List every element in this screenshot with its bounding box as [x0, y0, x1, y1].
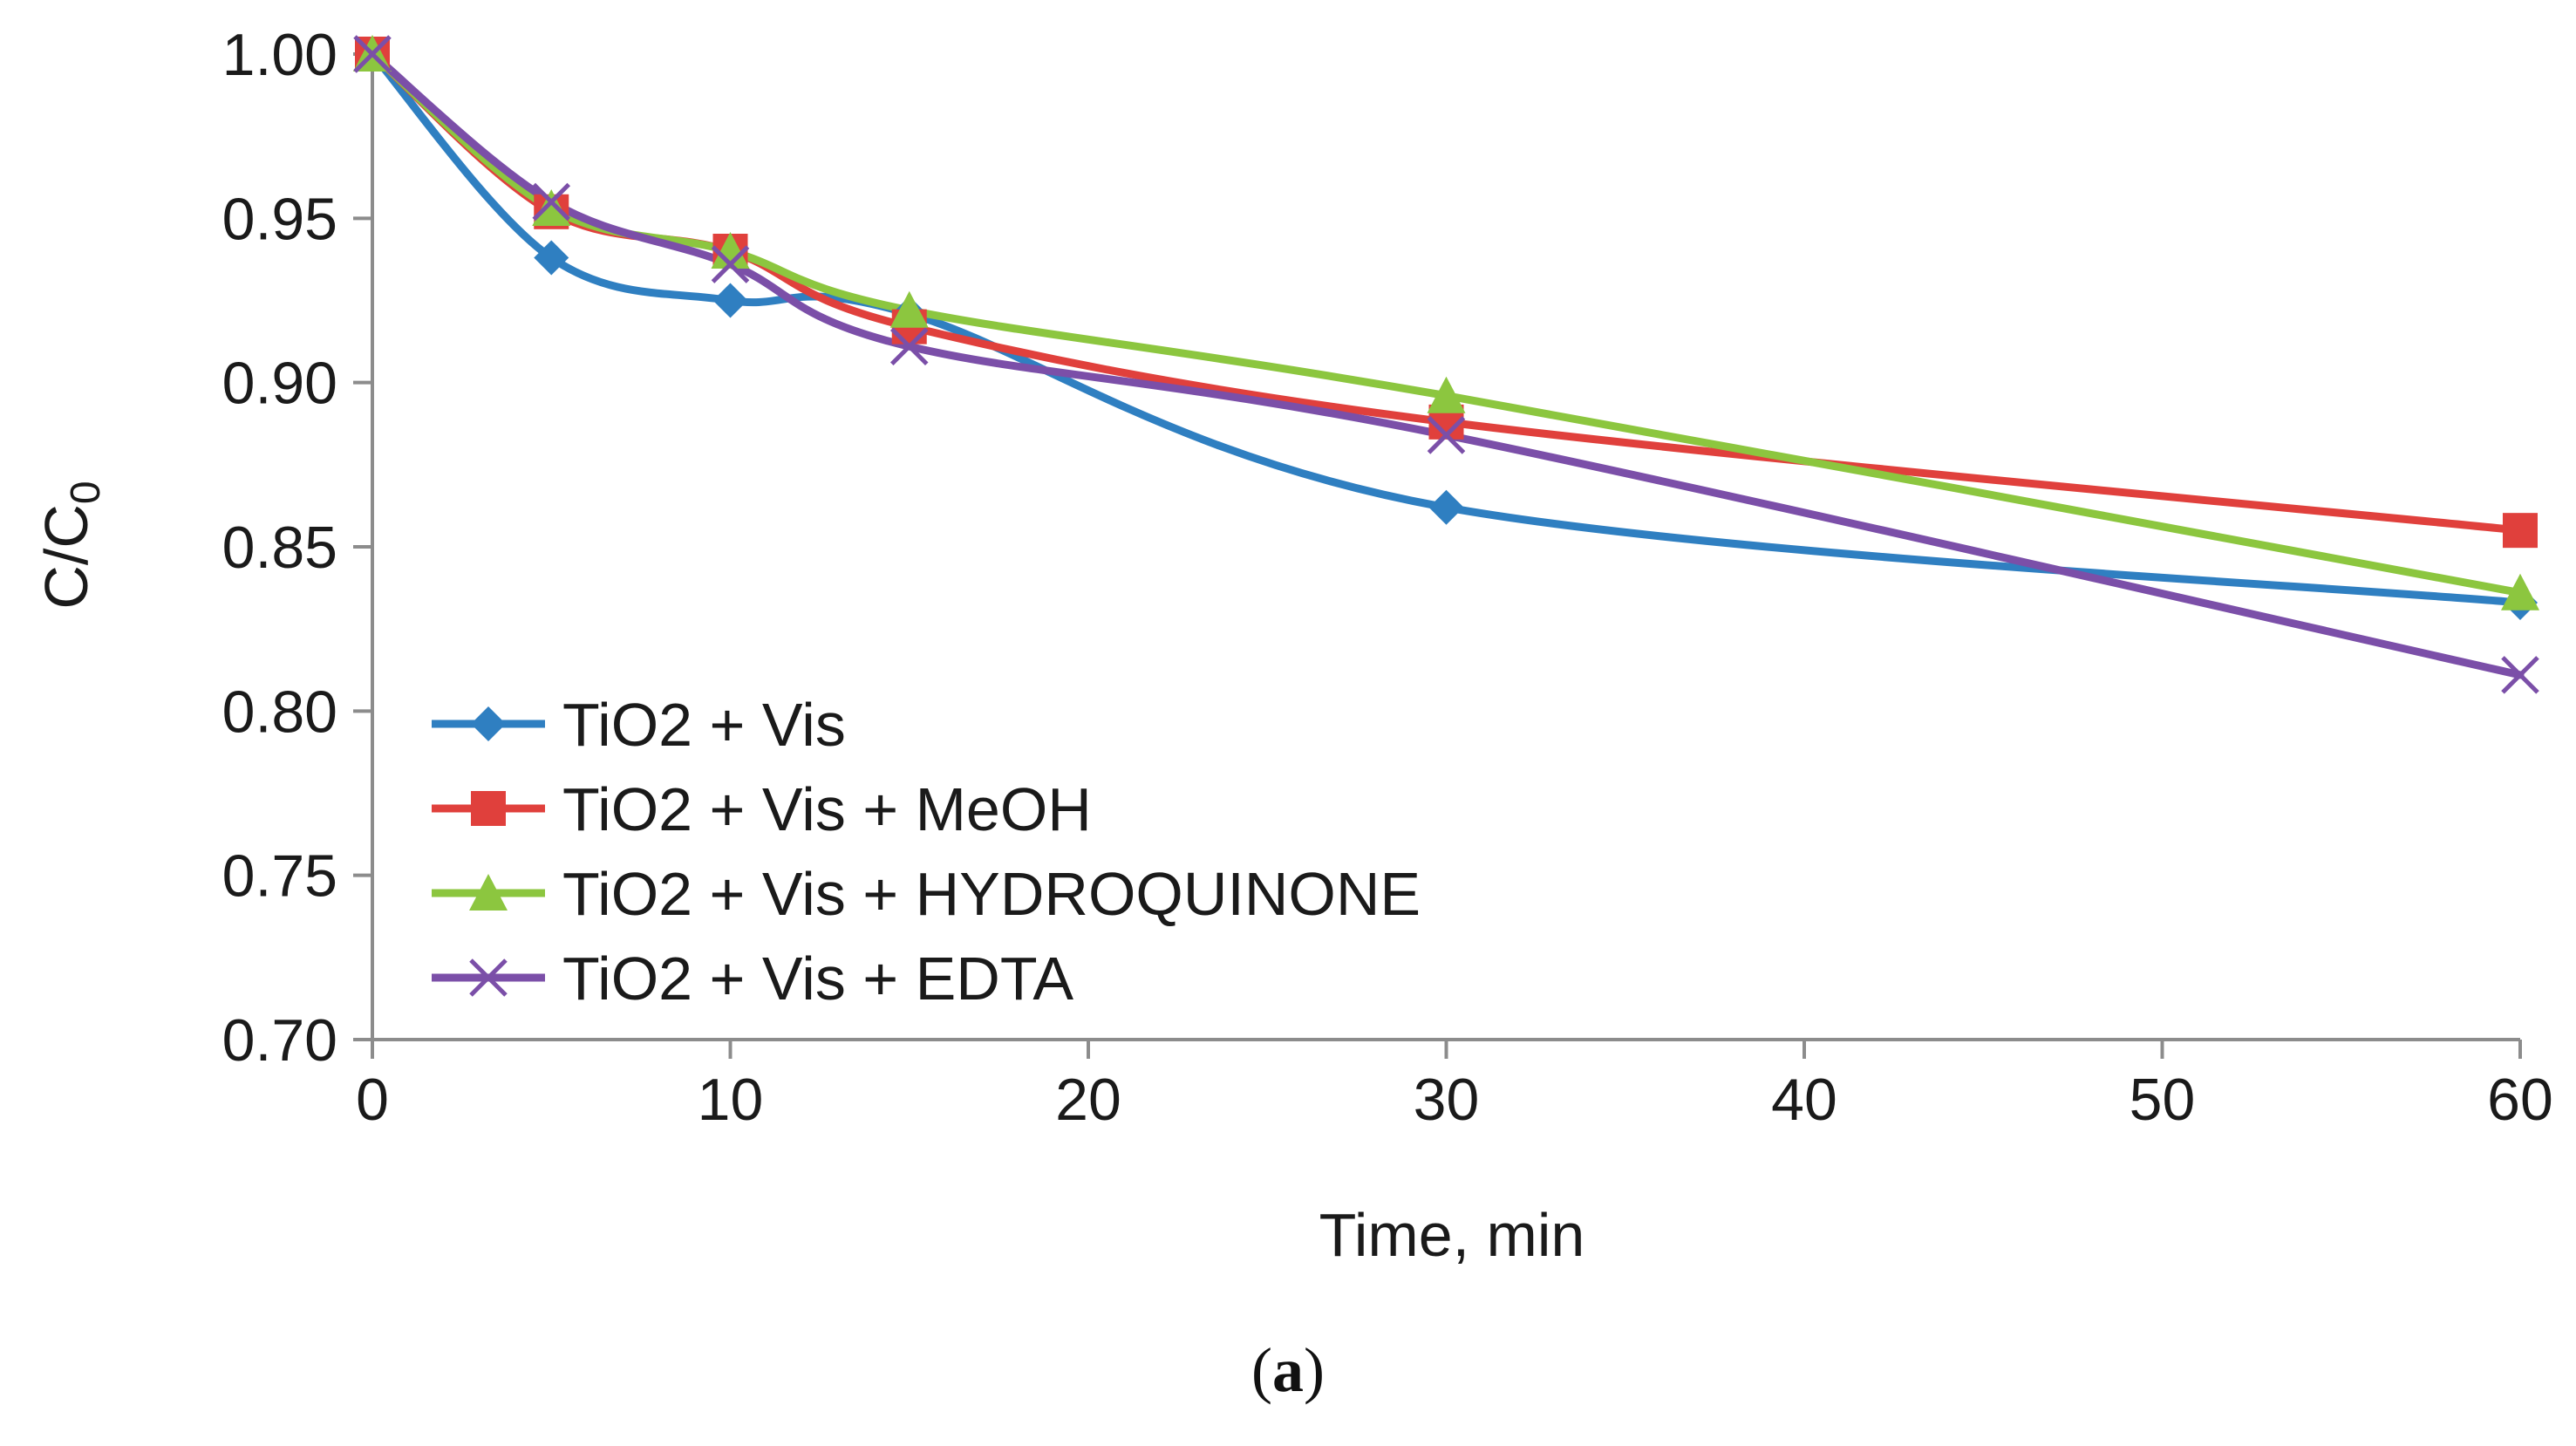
y-axis-title: C/C0: [32, 481, 109, 609]
y-tick-label: 0.75: [222, 843, 337, 910]
legend-item-4: TiO2 + Vis + EDTA: [432, 945, 1073, 1013]
legend-label: TiO2 + Vis + EDTA: [562, 945, 1073, 1013]
data-point-series-1: [534, 240, 569, 276]
x-tick-label: 60: [2487, 1067, 2553, 1133]
data-point-series-4: [711, 245, 750, 283]
legend-swatch-marker: [471, 791, 506, 826]
panel-label: (a): [1251, 1335, 1325, 1405]
y-tick-label: 0.85: [222, 515, 337, 581]
data-point-series-1: [712, 283, 748, 318]
tick-labels: 0.70 0.75 0.80 0.85 0.90 0.95 1.00 0 10 20 30 40 50 6…: [222, 22, 2553, 1133]
x-axis-title: Time, min: [1319, 1201, 1585, 1269]
panel-label-letter: a: [1272, 1335, 1304, 1405]
legend-label: TiO2 + Vis + HYDROQUINONE: [562, 860, 1421, 928]
y-axis-title-main: C/C: [32, 504, 100, 610]
data-point-series-3: [532, 189, 571, 227]
x-tick-label: 40: [1771, 1067, 1837, 1133]
y-tick-label: 0.70: [222, 1007, 337, 1074]
legend-label: TiO2 + Vis: [562, 691, 846, 759]
legend-swatch-marker: [469, 958, 508, 997]
data-point-series-4: [1427, 416, 1466, 454]
legend-item-1: TiO2 + Vis: [432, 691, 846, 759]
legend-label: TiO2 + Vis + MeOH: [562, 775, 1092, 843]
legend: TiO2 + Vis TiO2 + Vis + MeOH TiO2 + Vis + …: [432, 691, 1421, 1013]
data-point-series-2: [2503, 513, 2538, 549]
legend-item-2: TiO2 + Vis + MeOH: [432, 775, 1092, 843]
y-tick-label: 0.95: [222, 186, 337, 252]
y-tick-label: 0.80: [222, 679, 337, 745]
x-tick-label: 50: [2130, 1067, 2196, 1133]
y-tick-label: 1.00: [222, 22, 337, 88]
x-tick-label: 10: [698, 1067, 764, 1133]
data-point-series-3: [889, 290, 929, 328]
data-point-series-3: [711, 232, 750, 269]
series-markers: [353, 35, 2539, 694]
series-line-2: [368, 50, 2525, 535]
y-tick-label: 0.90: [222, 351, 337, 417]
data-point-series-1: [1428, 489, 1464, 525]
legend-swatch-marker: [469, 874, 508, 911]
axes: [353, 45, 2522, 1059]
data-point-series-3: [1427, 376, 1466, 413]
x-tick-label: 30: [1414, 1067, 1480, 1133]
series-lines: [368, 50, 2525, 679]
x-tick-label: 0: [356, 1067, 389, 1133]
y-axis-title-subscript: 0: [63, 481, 109, 504]
data-point-series-4: [532, 182, 571, 222]
x-tick-label: 20: [1055, 1067, 1121, 1133]
data-point-series-4: [2501, 656, 2539, 694]
legend-item-3: TiO2 + Vis + HYDROQUINONE: [432, 860, 1421, 928]
data-point-series-4: [353, 35, 392, 73]
data-point-series-3: [2501, 573, 2539, 610]
data-point-series-4: [889, 327, 929, 366]
legend-swatch-marker: [471, 706, 506, 741]
